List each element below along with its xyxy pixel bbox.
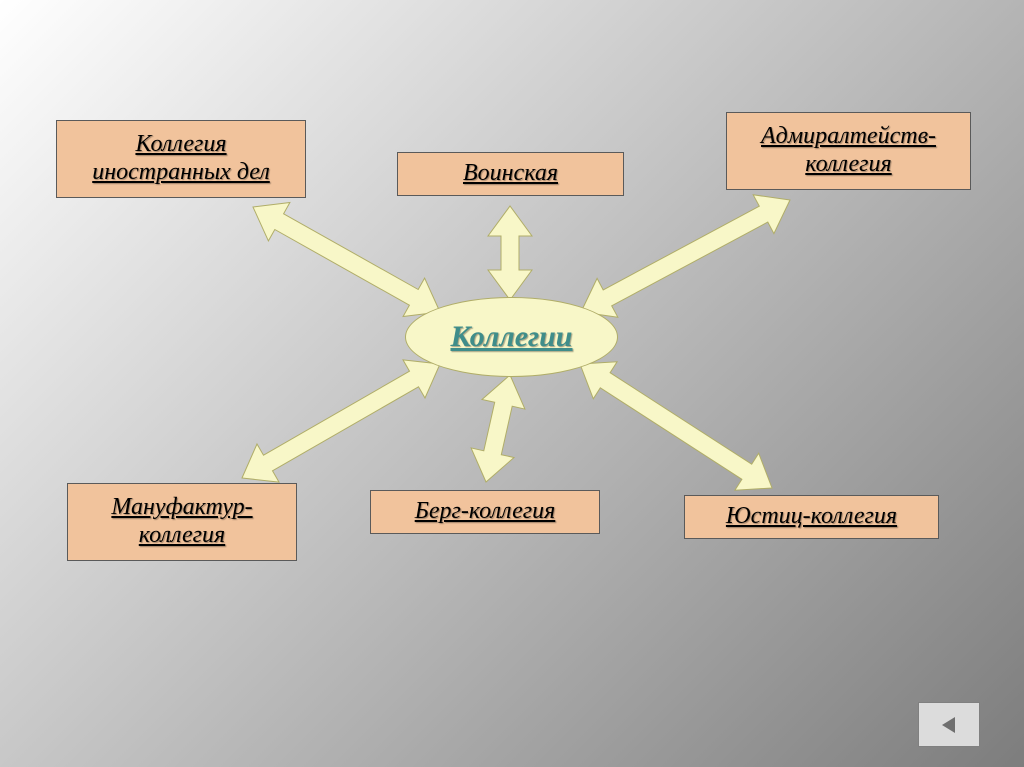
node-foreign: Коллегия иностранных дел [56, 120, 306, 198]
arrow-to-military [488, 206, 532, 300]
arrow-to-manufacture [242, 360, 440, 482]
arrow-to-admiralty [581, 195, 790, 317]
node-label: Мануфактур- коллегия [111, 494, 252, 549]
node-label: Коллегия иностранных дел [92, 131, 270, 186]
node-justice: Юстиц-коллегия [684, 495, 939, 539]
node-manufacture: Мануфактур- коллегия [67, 483, 297, 561]
arrow-to-berg [471, 375, 525, 482]
node-label: Адмиралтейств- коллегия [761, 123, 936, 178]
triangle-left-icon [938, 714, 960, 736]
node-berg: Берг-коллегия [370, 490, 600, 534]
node-label: Воинская [463, 160, 558, 188]
node-military: Воинская [397, 152, 624, 196]
arrow-to-justice [580, 362, 772, 490]
node-label: Юстиц-коллегия [726, 503, 897, 531]
prev-slide-button[interactable] [918, 702, 980, 747]
node-admiralty: Адмиралтейств- коллегия [726, 112, 971, 190]
center-label: Коллегии [450, 320, 572, 354]
arrow-to-foreign [253, 203, 440, 317]
center-node: Коллегии [405, 297, 618, 377]
slide-stage: Коллегии Коллегия иностранных дел Воинска… [0, 0, 1024, 767]
node-label: Берг-коллегия [415, 498, 556, 526]
